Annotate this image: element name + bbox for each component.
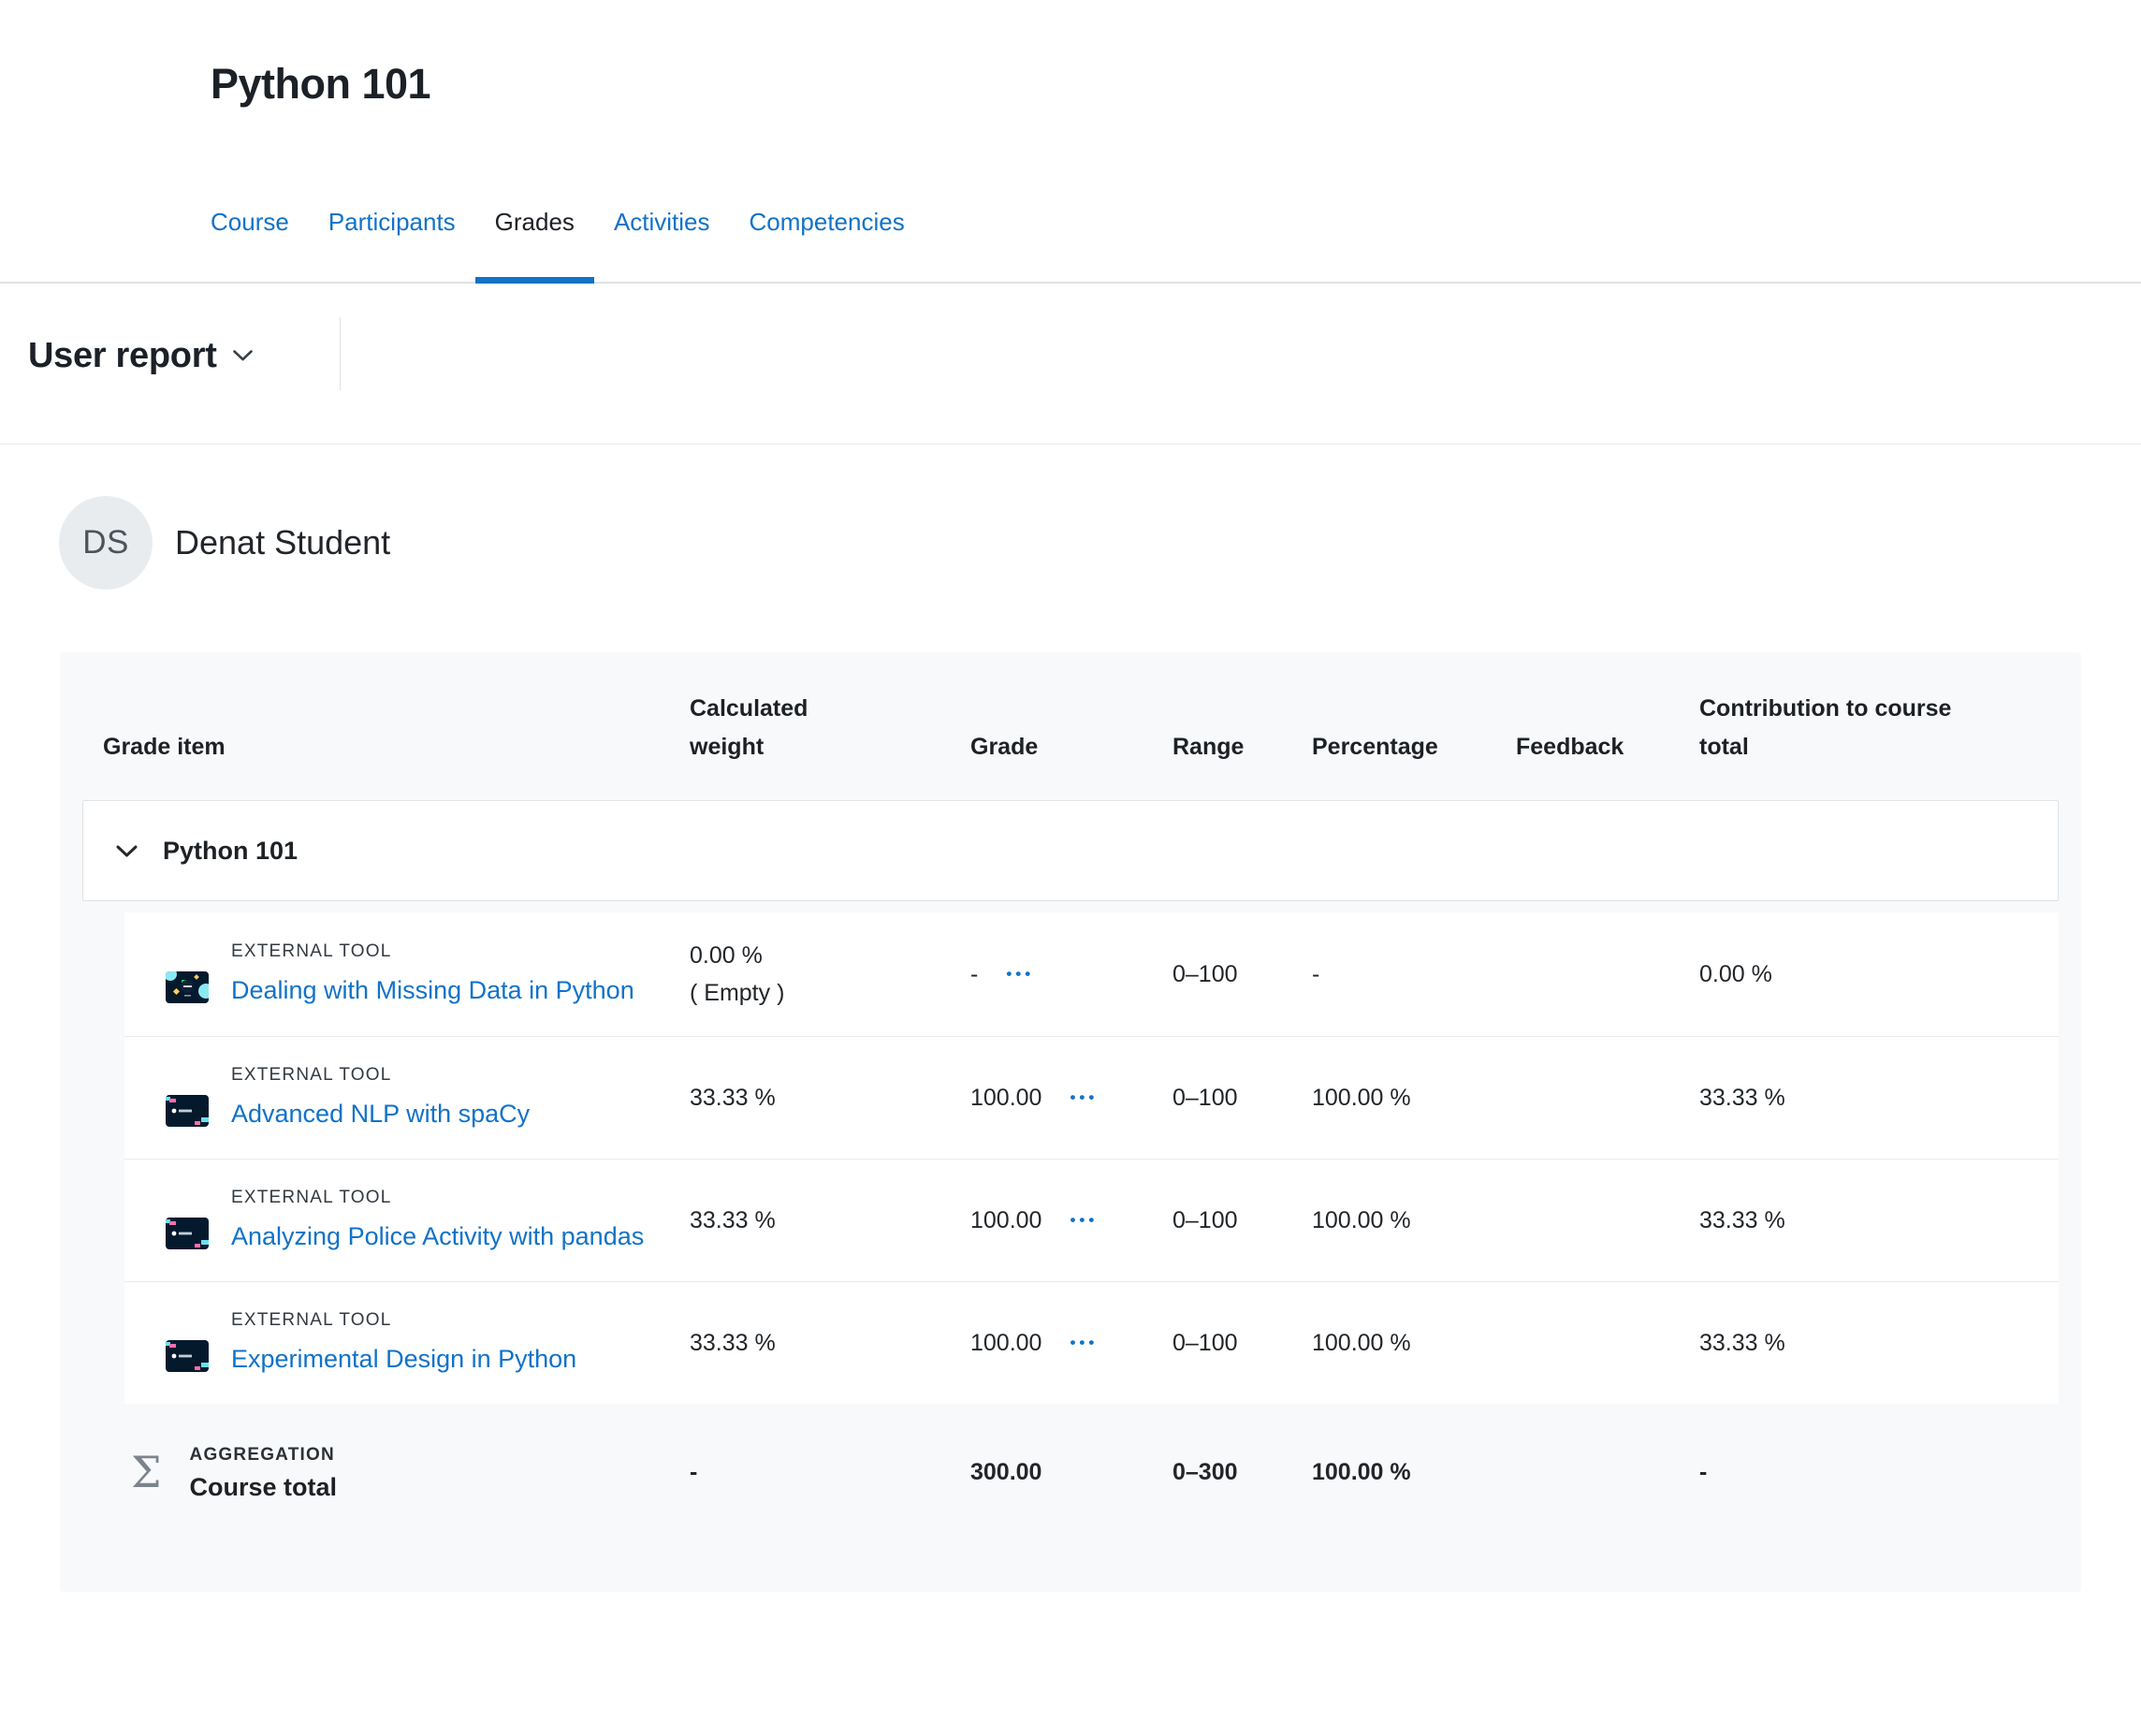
total-contribution-cell: - (1699, 1458, 1708, 1485)
grade-item-link[interactable]: Experimental Design in Python (231, 1345, 577, 1373)
tab-participants[interactable]: Participants (328, 208, 456, 236)
contribution-cell: 0.00 % (1699, 961, 1772, 987)
grade-item-row: EXTERNAL TOOL Experimental Design in Pyt… (124, 1282, 2059, 1404)
weight-cell: 33.33 % (690, 1207, 776, 1233)
table-header-row: Grade item Calculated weight Grade Range… (60, 652, 2081, 800)
grade-item-row: EXTERNAL TOOL Analyzing Police Activity … (124, 1160, 2059, 1282)
aggregation-label: AGGREGATION (189, 1445, 335, 1465)
course-thumbnail (166, 1095, 209, 1127)
avatar: DS (59, 496, 153, 590)
tab-course[interactable]: Course (211, 208, 289, 236)
column-header-weight: Calculated weight (690, 695, 808, 760)
grade-item-cell: EXTERNAL TOOL Analyzing Police Activity … (124, 1184, 690, 1257)
course-thumbnail (166, 1218, 209, 1249)
grade-cell: 100.00 ••• (970, 1330, 1099, 1356)
grade-menu-button[interactable]: ••• (1070, 1334, 1099, 1351)
report-type-label: User report (28, 336, 217, 375)
page: Python 101 Course Participants Grades Ac… (0, 59, 2141, 1736)
total-range-cell: 0–300 (1172, 1458, 1238, 1485)
sigma-aggregation-icon: Σ (131, 1446, 162, 1497)
course-total-label: Course total (189, 1473, 338, 1501)
report-selector-bar: User report (0, 284, 2141, 445)
grade-item-row: EXTERNAL TOOL Advanced NLP with spaCy 33… (124, 1037, 2059, 1160)
percentage-cell: 100.00 % (1312, 1085, 1411, 1111)
weight-cell: 0.00 % ( Empty ) (690, 942, 785, 1006)
column-header-percentage: Percentage (1312, 734, 1438, 760)
total-weight-cell: - (690, 1458, 698, 1485)
grade-items: EXTERNAL TOOL Dealing with Missing Data … (124, 912, 2059, 1404)
activity-type-label: EXTERNAL TOOL (231, 1188, 392, 1207)
percentage-cell: 100.00 % (1312, 1330, 1411, 1356)
activity-type-label: EXTERNAL TOOL (231, 1310, 392, 1330)
chevron-down-icon (116, 845, 138, 856)
grade-item-cell: EXTERNAL TOOL Experimental Design in Pyt… (124, 1306, 690, 1379)
category-row-python-101[interactable]: Python 101 (82, 800, 2059, 901)
range-cell: 0–100 (1172, 961, 1238, 987)
percentage-cell: - (1312, 961, 1320, 987)
activity-type-label: EXTERNAL TOOL (231, 941, 392, 961)
range-cell: 0–100 (1172, 1085, 1238, 1111)
grade-cell: 100.00 ••• (970, 1207, 1099, 1233)
tab-activities[interactable]: Activities (613, 208, 710, 236)
course-total-row: Σ AGGREGATION Course total - 300.00 0–30… (60, 1404, 2081, 1545)
column-header-feedback: Feedback (1516, 734, 1624, 760)
percentage-cell: 100.00 % (1312, 1207, 1411, 1233)
weight-cell: 33.33 % (690, 1085, 776, 1111)
grade-item-cell: EXTERNAL TOOL Advanced NLP with spaCy (124, 1061, 690, 1134)
activity-type-label: EXTERNAL TOOL (231, 1065, 392, 1085)
report-type-dropdown[interactable]: User report (28, 334, 254, 377)
tab-grades[interactable]: Grades (474, 207, 595, 284)
column-header-contribution: Contribution to course total (1699, 695, 1952, 760)
grade-cell: - ••• (970, 961, 1035, 987)
grade-item-link[interactable]: Advanced NLP with spaCy (231, 1100, 531, 1128)
course-total-cell: Σ AGGREGATION Course total (60, 1441, 690, 1502)
course-thumbnail (166, 971, 209, 1003)
category-label: Python 101 (163, 836, 299, 865)
page-title: Python 101 (211, 60, 431, 108)
grade-menu-button[interactable]: ••• (1006, 965, 1035, 983)
grade-menu-button[interactable]: ••• (1070, 1088, 1099, 1106)
weight-cell: 33.33 % (690, 1330, 776, 1356)
chevron-down-icon (232, 350, 253, 361)
contribution-cell: 33.33 % (1699, 1207, 1785, 1233)
tab-bar: Course Participants Grades Activities Co… (191, 207, 2141, 284)
contribution-cell: 33.33 % (1699, 1330, 1785, 1356)
contribution-cell: 33.33 % (1699, 1085, 1785, 1111)
grade-item-link[interactable]: Dealing with Missing Data in Python (231, 976, 634, 1004)
user-profile-header: DS Denat Student (59, 496, 2141, 590)
range-cell: 0–100 (1172, 1207, 1238, 1233)
user-report-table: Grade item Calculated weight Grade Range… (60, 652, 2081, 1592)
total-percentage-cell: 100.00 % (1312, 1458, 1411, 1485)
grade-menu-button[interactable]: ••• (1070, 1211, 1099, 1229)
grade-item-link[interactable]: Analyzing Police Activity with pandas (231, 1222, 645, 1250)
column-header-grade: Grade (970, 734, 1039, 760)
user-name: Denat Student (175, 523, 391, 562)
grade-item-row: EXTERNAL TOOL Dealing with Missing Data … (124, 912, 2059, 1037)
column-header-grade-item: Grade item (103, 734, 226, 760)
grade-item-cell: EXTERNAL TOOL Dealing with Missing Data … (124, 938, 690, 1011)
grade-cell: 100.00 ••• (970, 1085, 1099, 1111)
divider (340, 317, 341, 390)
total-grade-cell: 300.00 (970, 1458, 1042, 1485)
course-nav: Course Participants Grades Activities Co… (0, 207, 2141, 284)
tab-competencies[interactable]: Competencies (749, 208, 905, 236)
column-header-range: Range (1172, 734, 1245, 760)
course-thumbnail (166, 1340, 209, 1372)
range-cell: 0–100 (1172, 1330, 1238, 1356)
